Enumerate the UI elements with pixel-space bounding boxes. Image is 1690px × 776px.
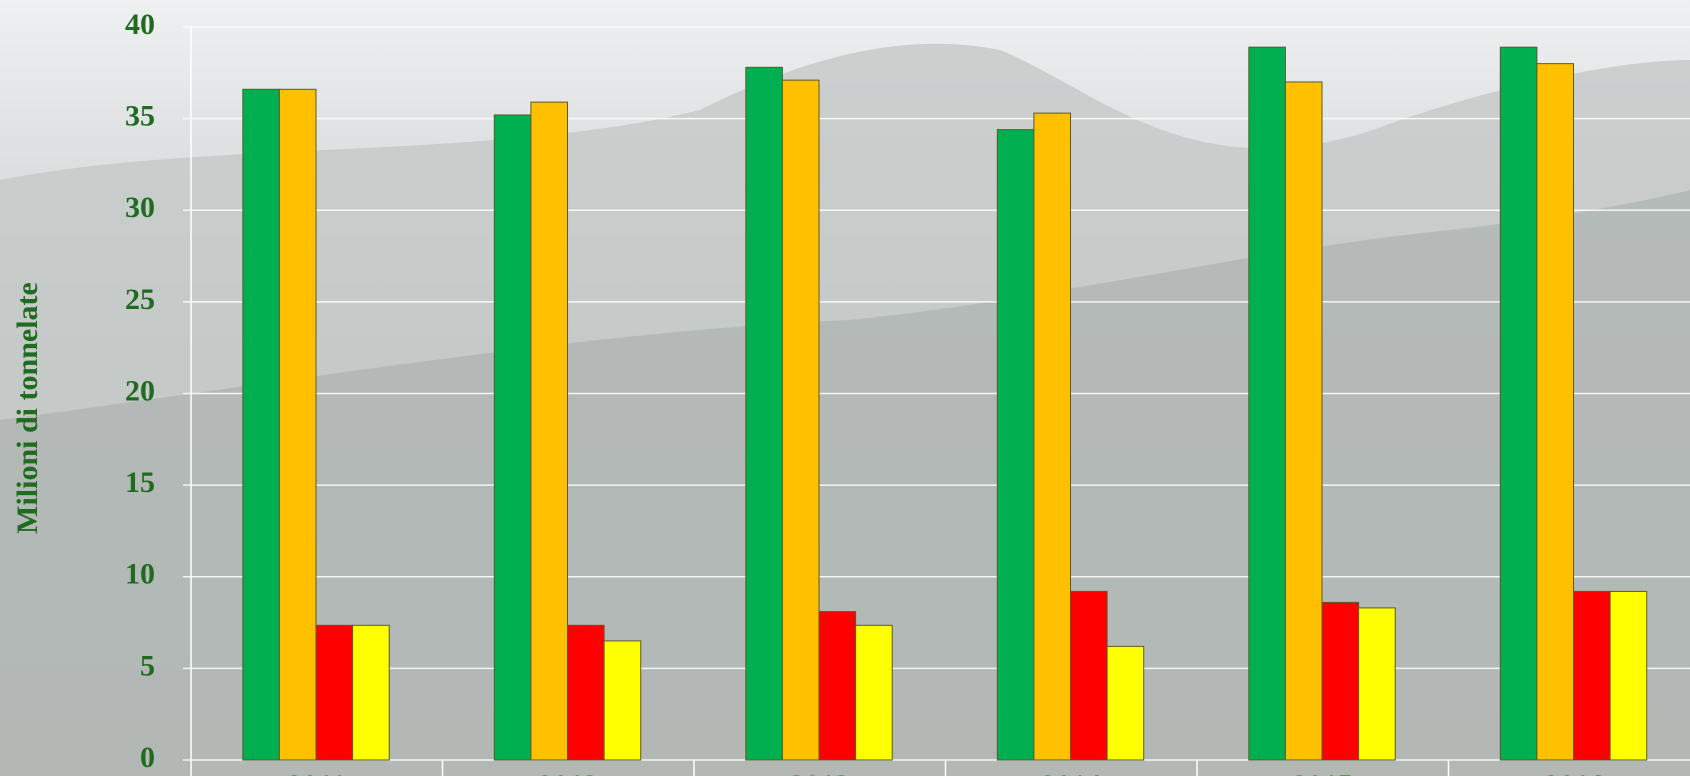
y-tick-label: 10: [125, 558, 155, 591]
y-tick-label: 0: [140, 741, 155, 774]
bar: [1499, 46, 1538, 761]
y-tick-label: 20: [125, 374, 155, 407]
bar: [1573, 590, 1611, 761]
bar: [1609, 590, 1648, 761]
bar: [855, 624, 893, 761]
x-tick-label: 2015: [1293, 769, 1353, 776]
y-axis-label: Milioni di tonnelate: [11, 282, 44, 534]
bar: [278, 88, 317, 761]
x-tick-label: 2016: [1544, 769, 1604, 776]
bar: [996, 129, 1035, 761]
y-tick-label: 40: [125, 8, 155, 41]
bar: [781, 79, 820, 761]
x-tick-label: 2012: [538, 769, 598, 776]
bar: [1248, 46, 1286, 761]
y-tick-label: 30: [125, 191, 155, 224]
bar: [242, 88, 280, 761]
bar: [493, 114, 532, 761]
bar: [1536, 63, 1575, 761]
bar: [1070, 590, 1108, 761]
bar: [567, 624, 605, 761]
y-tick-label: 25: [125, 283, 155, 316]
x-tick-label: 2011: [288, 769, 346, 776]
bar: [1358, 607, 1396, 761]
y-tick-label: 5: [140, 649, 155, 682]
bar: [530, 101, 569, 761]
bar: [352, 624, 390, 761]
bar: [1321, 601, 1360, 761]
y-tick-label: 35: [125, 100, 155, 133]
bar: [1033, 112, 1072, 761]
x-tick-label: 2014: [1041, 769, 1101, 776]
x-tick-label: 2013: [790, 769, 850, 776]
bar: [1106, 645, 1145, 761]
bar: [1284, 81, 1323, 761]
bar: [745, 66, 783, 761]
bar: [818, 611, 857, 761]
y-tick-label: 15: [125, 466, 155, 499]
bar: [315, 624, 354, 761]
bar: [603, 640, 642, 761]
